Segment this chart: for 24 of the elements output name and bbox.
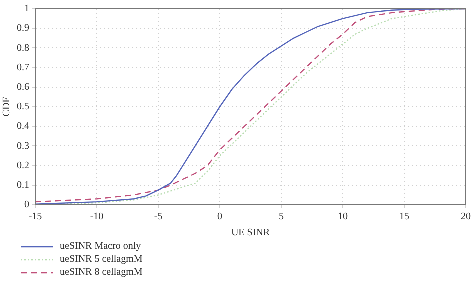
y-tick-label: 0.6	[17, 82, 30, 94]
y-tick-label: 0.3	[17, 140, 30, 152]
y-tick-label: 0.7	[17, 62, 30, 74]
y-tick-label: 0.9	[17, 23, 30, 34]
x-tick-label: -10	[90, 212, 104, 223]
legend-label: ueSINR Macro only	[60, 240, 142, 253]
y-axis-title: CDF	[2, 96, 13, 117]
x-tick-label: 0	[218, 212, 222, 223]
x-tick-label: -5	[154, 212, 163, 223]
y-tick-label: 0	[24, 200, 30, 211]
x-tick-label: 5	[279, 212, 284, 223]
legend-label: ueSINR 5 cellagmM	[60, 253, 143, 266]
y-tick-label: 1	[24, 4, 30, 15]
x-axis-title: UE SINR	[231, 228, 270, 239]
y-tick-label: 0.8	[17, 42, 30, 54]
y-tick-label: 0.1	[17, 180, 30, 192]
x-tick-label: -15	[28, 212, 42, 223]
x-tick-label: 20	[461, 212, 471, 223]
y-tick-label: 0.2	[17, 160, 30, 172]
x-tick-label: 10	[338, 212, 348, 223]
legend-label: ueSINR 8 cellagmM	[60, 266, 143, 279]
y-tick-label: 0.4	[17, 121, 30, 132]
x-tick-label: 15	[400, 212, 410, 223]
y-tick-label: 0.5	[17, 102, 30, 113]
